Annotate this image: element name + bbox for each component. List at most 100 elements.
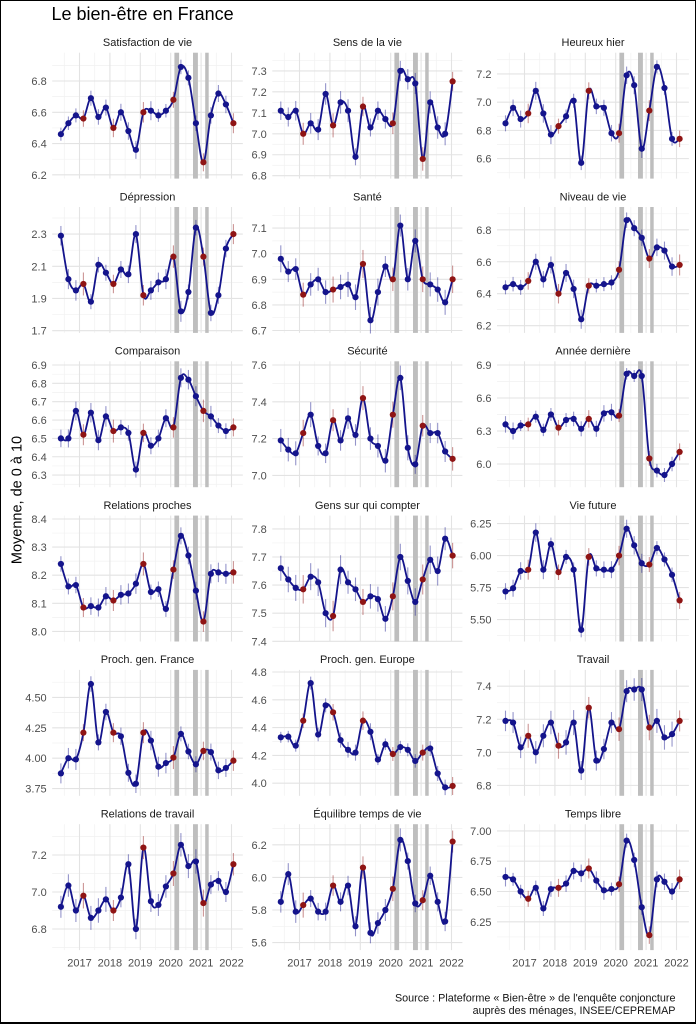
svg-text:7.0: 7.0 [476,747,491,759]
svg-text:4.0: 4.0 [252,778,267,790]
svg-text:6.7: 6.7 [31,397,46,409]
svg-text:7.00: 7.00 [470,826,491,838]
svg-text:Équilibre temps de vie: Équilibre temps de vie [313,808,421,821]
svg-text:2021: 2021 [409,958,433,970]
svg-text:1.7: 1.7 [31,326,46,338]
svg-text:4.6: 4.6 [252,695,267,707]
svg-text:6.2: 6.2 [252,840,267,852]
svg-text:6.0: 6.0 [476,459,491,471]
svg-text:Proch. gen. France: Proch. gen. France [101,654,195,666]
svg-text:7.0: 7.0 [252,249,267,261]
svg-text:Niveau de vie: Niveau de vie [560,191,627,203]
svg-text:Sécurité: Sécurité [347,346,387,358]
svg-text:2017: 2017 [287,958,311,970]
svg-text:2018: 2018 [543,958,567,970]
svg-text:3.75: 3.75 [25,784,46,796]
svg-text:2017: 2017 [67,958,91,970]
svg-text:Comparaison: Comparaison [115,346,180,358]
svg-text:2.3: 2.3 [31,229,46,241]
svg-text:4.2: 4.2 [252,750,267,762]
svg-text:6.5: 6.5 [31,433,46,445]
svg-text:6.7: 6.7 [252,326,267,338]
svg-text:Moyenne, de 0 à 10: Moyenne, de 0 à 10 [10,436,26,564]
svg-text:6.9: 6.9 [476,360,491,372]
svg-text:7.0: 7.0 [476,97,491,109]
svg-text:6.4: 6.4 [31,139,46,151]
svg-text:6.8: 6.8 [252,171,267,183]
svg-text:2019: 2019 [128,958,152,970]
svg-text:5.8: 5.8 [252,905,267,917]
svg-text:6.8: 6.8 [252,300,267,312]
svg-text:5.50: 5.50 [470,615,491,627]
svg-text:Proch. gen. Europe: Proch. gen. Europe [320,654,415,666]
svg-text:7.5: 7.5 [252,608,267,620]
svg-text:6.9: 6.9 [252,150,267,162]
svg-text:Santé: Santé [353,191,382,203]
svg-text:6.8: 6.8 [476,225,491,237]
svg-text:5.75: 5.75 [470,583,491,595]
svg-text:7.8: 7.8 [252,524,267,536]
svg-text:2022: 2022 [664,958,688,970]
svg-text:6.9: 6.9 [31,360,46,372]
svg-text:6.2: 6.2 [476,321,491,333]
svg-text:6.00: 6.00 [470,551,491,563]
svg-text:6.2: 6.2 [31,170,46,182]
svg-text:7.6: 7.6 [252,580,267,592]
svg-text:2021: 2021 [634,958,658,970]
svg-text:Heureux hier: Heureux hier [562,37,625,49]
svg-text:Relations proches: Relations proches [103,500,192,512]
svg-text:6.25: 6.25 [470,519,491,531]
svg-text:6.8: 6.8 [31,76,46,88]
svg-text:7.7: 7.7 [252,552,267,564]
svg-text:6.8: 6.8 [476,780,491,792]
svg-text:6.8: 6.8 [31,924,46,936]
svg-text:7.2: 7.2 [31,850,46,862]
svg-text:8.3: 8.3 [31,542,46,554]
svg-text:2021: 2021 [189,958,213,970]
svg-text:Dépression: Dépression [120,191,176,203]
svg-text:4.25: 4.25 [25,723,46,735]
svg-text:1.9: 1.9 [31,293,46,305]
svg-text:4.00: 4.00 [25,753,46,765]
svg-text:2019: 2019 [573,958,597,970]
svg-text:2017: 2017 [512,958,536,970]
svg-text:2018: 2018 [98,958,122,970]
svg-text:4.4: 4.4 [252,723,267,735]
svg-text:6.6: 6.6 [476,154,491,166]
svg-text:6.8: 6.8 [476,125,491,137]
svg-text:7.0: 7.0 [252,470,267,482]
svg-text:6.0: 6.0 [252,872,267,884]
svg-text:2020: 2020 [603,958,627,970]
svg-text:6.3: 6.3 [31,470,46,482]
svg-text:4.8: 4.8 [252,667,267,679]
svg-text:6.6: 6.6 [31,415,46,427]
svg-text:Sens de la vie: Sens de la vie [333,37,402,49]
svg-text:Gens sur qui compter: Gens sur qui compter [315,500,420,512]
svg-text:6.6: 6.6 [31,107,46,119]
svg-text:auprès des ménages, INSEE/CEPR: auprès des ménages, INSEE/CEPREMAP [473,1005,676,1017]
svg-text:4.50: 4.50 [25,692,46,704]
svg-text:7.2: 7.2 [252,87,267,99]
svg-text:7.0: 7.0 [252,129,267,141]
svg-text:6.4: 6.4 [476,289,491,301]
svg-text:6.3: 6.3 [476,426,491,438]
svg-text:7.4: 7.4 [476,681,491,693]
svg-text:2022: 2022 [439,958,463,970]
svg-text:2020: 2020 [158,958,182,970]
svg-text:6.8: 6.8 [31,378,46,390]
svg-text:7.6: 7.6 [252,360,267,372]
svg-text:7.1: 7.1 [252,108,267,120]
svg-text:6.25: 6.25 [470,917,491,929]
svg-text:Vie future: Vie future [570,500,617,512]
svg-text:7.2: 7.2 [476,69,491,81]
svg-text:2020: 2020 [378,958,402,970]
svg-text:Travail: Travail [577,654,610,666]
svg-text:8.1: 8.1 [31,598,46,610]
svg-text:Le bien-être en France: Le bien-être en France [52,4,234,24]
svg-text:Satisfaction de vie: Satisfaction de vie [103,37,192,49]
svg-text:7.0: 7.0 [31,887,46,899]
svg-text:7.3: 7.3 [252,66,267,78]
svg-text:7.2: 7.2 [476,714,491,726]
svg-text:6.6: 6.6 [476,393,491,405]
svg-text:6.6: 6.6 [476,257,491,269]
